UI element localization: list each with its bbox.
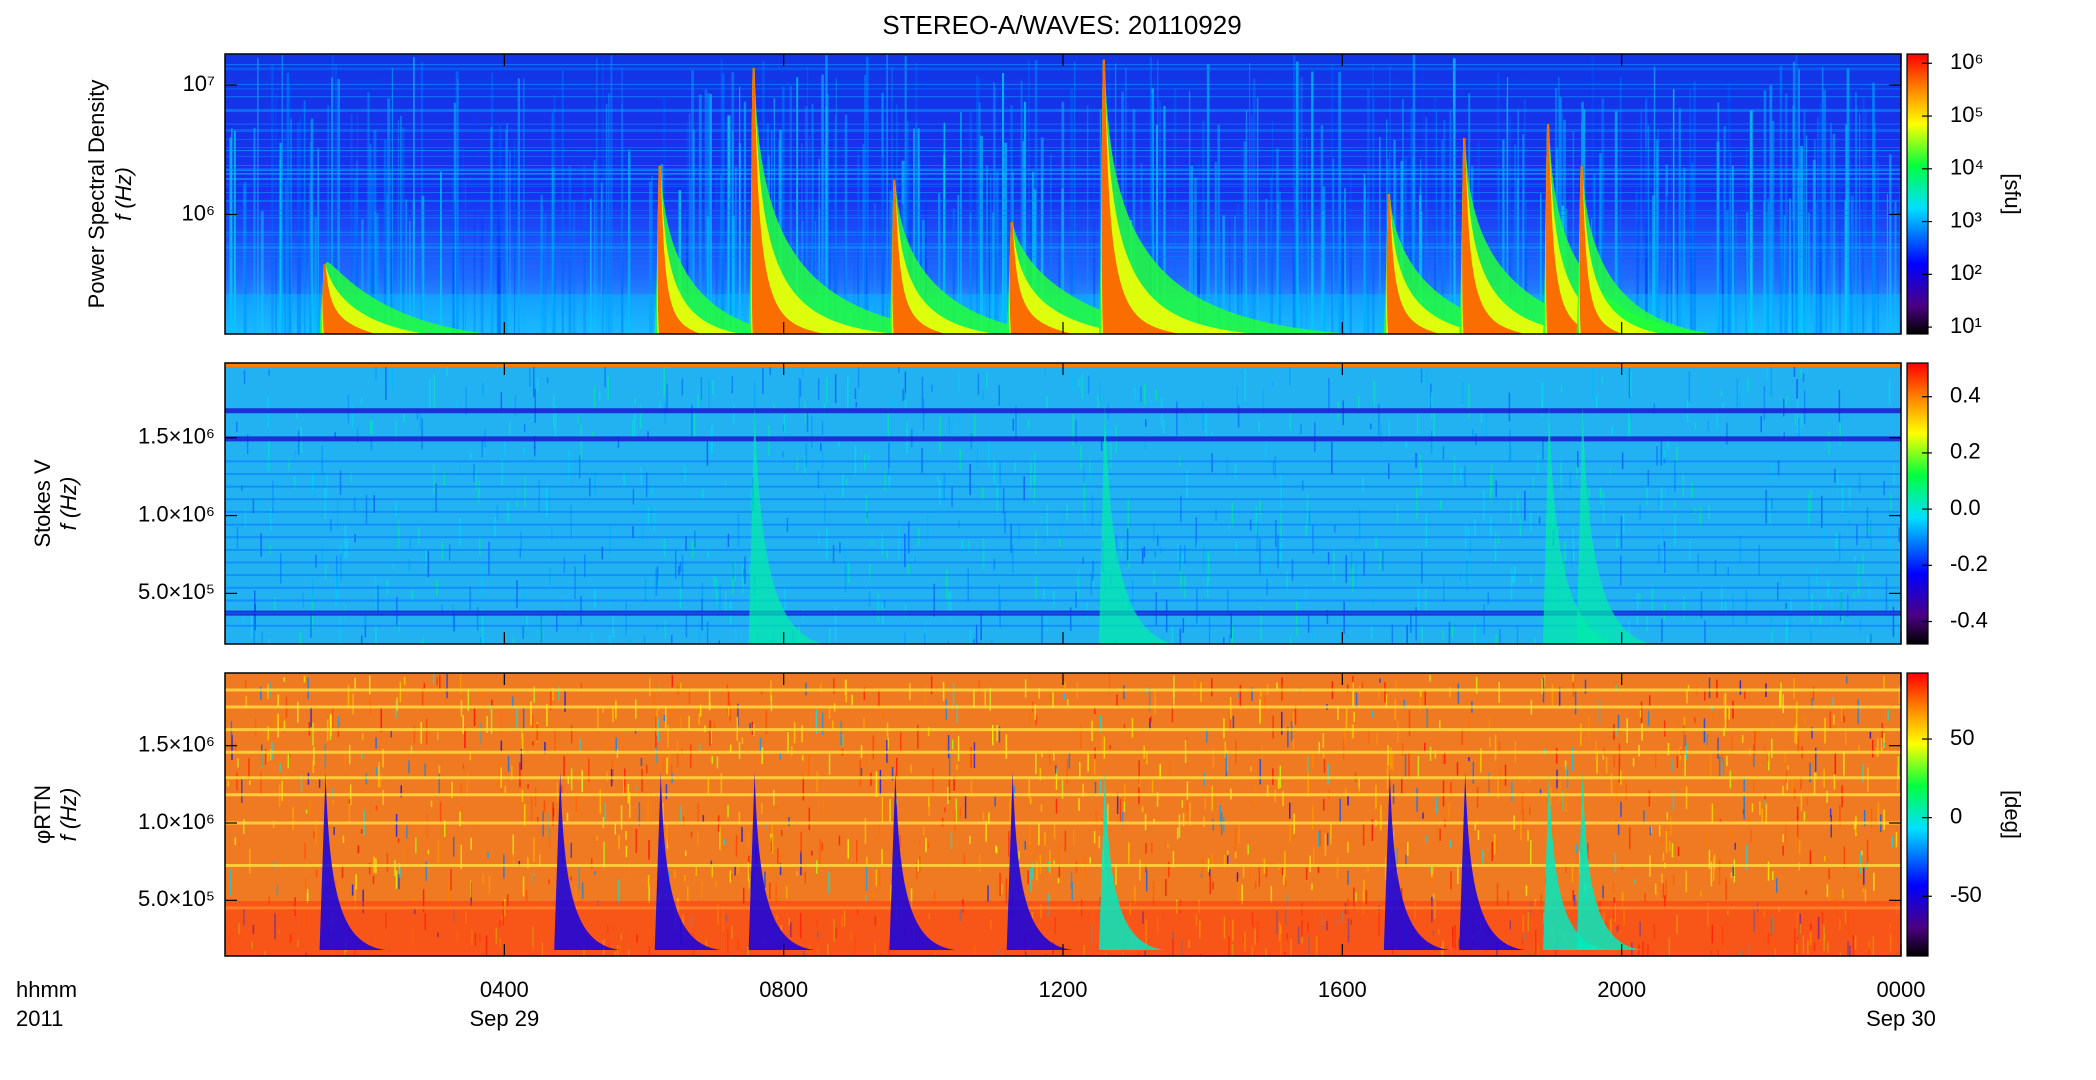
x-tick-label: 1200: [1039, 977, 1088, 1002]
x-tick-label: 0800: [759, 977, 808, 1002]
colorbar-tick-label: 0: [1950, 803, 1962, 828]
burst: [1462, 138, 1526, 334]
burst: [748, 772, 815, 950]
colorbar-tick-label: -0.4: [1950, 607, 1988, 632]
burst: [1579, 166, 1623, 334]
spectrogram: [225, 363, 1901, 644]
y-axis-label: Power Spectral Density: [84, 80, 109, 309]
colorbar-tick-label: 10⁵: [1950, 102, 1984, 127]
x-tick-date: Sep 29: [469, 1006, 539, 1031]
colorbar-tick-label: 10⁴: [1950, 155, 1984, 180]
burst: [1098, 405, 1175, 644]
x-axis-year: 2011: [16, 1006, 63, 1031]
colorbar-tick-label: 50: [1950, 725, 1974, 750]
colorbar-label: [deg]: [2000, 790, 2025, 839]
y-tick-label: 1.0×10⁶: [138, 501, 215, 526]
colorbar-tick-label: 10¹: [1950, 313, 1982, 338]
y-tick-label: 1.5×10⁶: [138, 731, 215, 756]
y-tick-label: 10⁶: [181, 200, 215, 225]
burst: [1543, 405, 1620, 644]
spectrogram: [225, 673, 1901, 956]
burst: [1006, 772, 1073, 950]
colorbar-tick-label: -0.2: [1950, 551, 1988, 576]
burst: [321, 264, 427, 334]
y-tick-label: 1.5×10⁶: [138, 424, 215, 449]
burst: [654, 772, 721, 950]
burst: [751, 68, 826, 334]
colorbar-tick-label: 10²: [1950, 260, 1982, 285]
burst: [889, 772, 956, 950]
burst: [1459, 772, 1526, 950]
x-tick-label: 0000: [1877, 977, 1926, 1002]
burst: [1578, 166, 1664, 334]
x-tick-label: 2000: [1597, 977, 1646, 1002]
burst: [1101, 59, 1181, 334]
burst: [748, 405, 825, 644]
burst: [1576, 166, 1717, 334]
y-axis-label: f (Hz): [56, 477, 81, 531]
burst: [654, 166, 795, 334]
y-axis-label: Stokes V: [30, 459, 55, 547]
x-axis-label: hhmm: [16, 977, 77, 1002]
burst: [1383, 772, 1450, 950]
x-tick-label: 0400: [480, 977, 529, 1002]
colorbar-tick-label: -50: [1950, 882, 1982, 907]
burst: [554, 772, 621, 950]
burst: [322, 264, 376, 334]
y-axis-label: f (Hz): [56, 788, 81, 842]
burst: [1576, 772, 1643, 950]
y-tick-label: 5.0×10⁵: [138, 579, 215, 604]
colorbar-tick-label: 10⁶: [1950, 49, 1984, 74]
burst: [1545, 124, 1600, 334]
chart-title: STEREO-A/WAVES: 20110929: [882, 10, 1241, 40]
burst: [657, 166, 742, 334]
burst: [1006, 222, 1214, 334]
burst: [891, 180, 996, 334]
y-tick-label: 10⁷: [183, 71, 215, 96]
x-tick-label: 1600: [1318, 977, 1367, 1002]
burst: [1098, 772, 1165, 950]
colorbar-tick-label: 0.0: [1950, 495, 1981, 520]
burst: [1576, 405, 1653, 644]
burst: [1386, 194, 1491, 334]
x-tick-date: Sep 30: [1866, 1006, 1936, 1031]
burst: [1009, 222, 1134, 334]
colorbar: [1906, 53, 1929, 335]
colorbar-tick-label: 10³: [1950, 207, 1982, 232]
colorbar-label: [sfu]: [2000, 173, 2025, 215]
colorbar-tick-label: 0.2: [1950, 439, 1981, 464]
y-tick-label: 1.0×10⁶: [138, 809, 215, 834]
burst: [1543, 772, 1610, 950]
burst: [889, 180, 1063, 334]
burst: [1386, 194, 1441, 334]
spectrogram: [225, 54, 1901, 334]
heatmap-bg: [225, 363, 1901, 644]
burst: [319, 772, 386, 950]
burst: [1383, 194, 1558, 334]
burst: [657, 166, 701, 334]
burst: [892, 180, 946, 334]
burst: [1009, 222, 1074, 334]
colorbar-tick-label: 0.4: [1950, 383, 1981, 408]
y-tick-label: 5.0×10⁵: [138, 886, 215, 911]
burst: [1459, 138, 1667, 334]
y-axis-label: φRTN: [30, 785, 55, 844]
colorbar: [1906, 672, 1929, 957]
colorbar: [1906, 362, 1929, 645]
y-axis-label: f (Hz): [111, 167, 136, 221]
